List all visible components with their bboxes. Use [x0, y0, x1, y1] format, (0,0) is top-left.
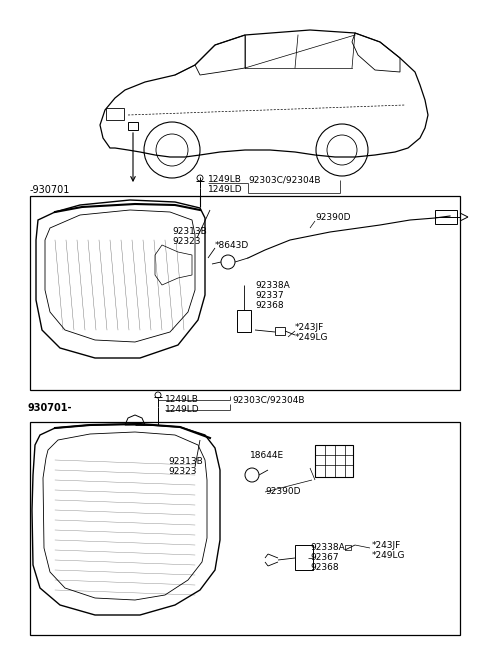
Text: 1249LB: 1249LB	[165, 396, 199, 405]
Text: *243JF: *243JF	[295, 323, 324, 332]
Text: *249LG: *249LG	[295, 334, 328, 342]
Text: -930701: -930701	[30, 185, 71, 195]
Text: 1249LB: 1249LB	[208, 175, 242, 185]
Bar	[345, 545, 351, 550]
Bar	[275, 327, 285, 335]
Text: 92313B: 92313B	[172, 227, 207, 237]
Text: 92368: 92368	[310, 564, 338, 572]
Text: 92323: 92323	[168, 468, 196, 476]
Text: 930701-: 930701-	[28, 403, 72, 413]
Text: 1249LD: 1249LD	[208, 185, 242, 194]
Text: 92338A: 92338A	[310, 543, 345, 553]
Text: 92367: 92367	[310, 553, 338, 562]
Bar	[315, 445, 353, 477]
Text: 1249LD: 1249LD	[165, 405, 200, 415]
Text: 18644E: 18644E	[250, 451, 284, 459]
Bar	[237, 310, 251, 332]
Text: 92338A: 92338A	[255, 281, 290, 290]
Text: 92368: 92368	[255, 300, 284, 309]
Bar	[295, 545, 313, 570]
Bar	[106, 108, 124, 120]
Bar	[435, 210, 457, 224]
Bar	[30, 196, 460, 390]
Text: 92390D: 92390D	[315, 214, 350, 223]
Text: 92390D: 92390D	[265, 487, 300, 497]
Text: 92337: 92337	[255, 290, 284, 300]
Text: *8643D: *8643D	[215, 240, 249, 250]
Text: *243JF: *243JF	[372, 541, 401, 549]
Bar	[30, 422, 460, 635]
Text: 92303C/92304B: 92303C/92304B	[248, 175, 321, 185]
Bar	[128, 122, 138, 130]
Text: 92323: 92323	[172, 237, 201, 246]
Text: 92313B: 92313B	[168, 457, 203, 466]
Text: 92303C/92304B: 92303C/92304B	[232, 396, 304, 405]
Text: *249LG: *249LG	[372, 551, 406, 560]
